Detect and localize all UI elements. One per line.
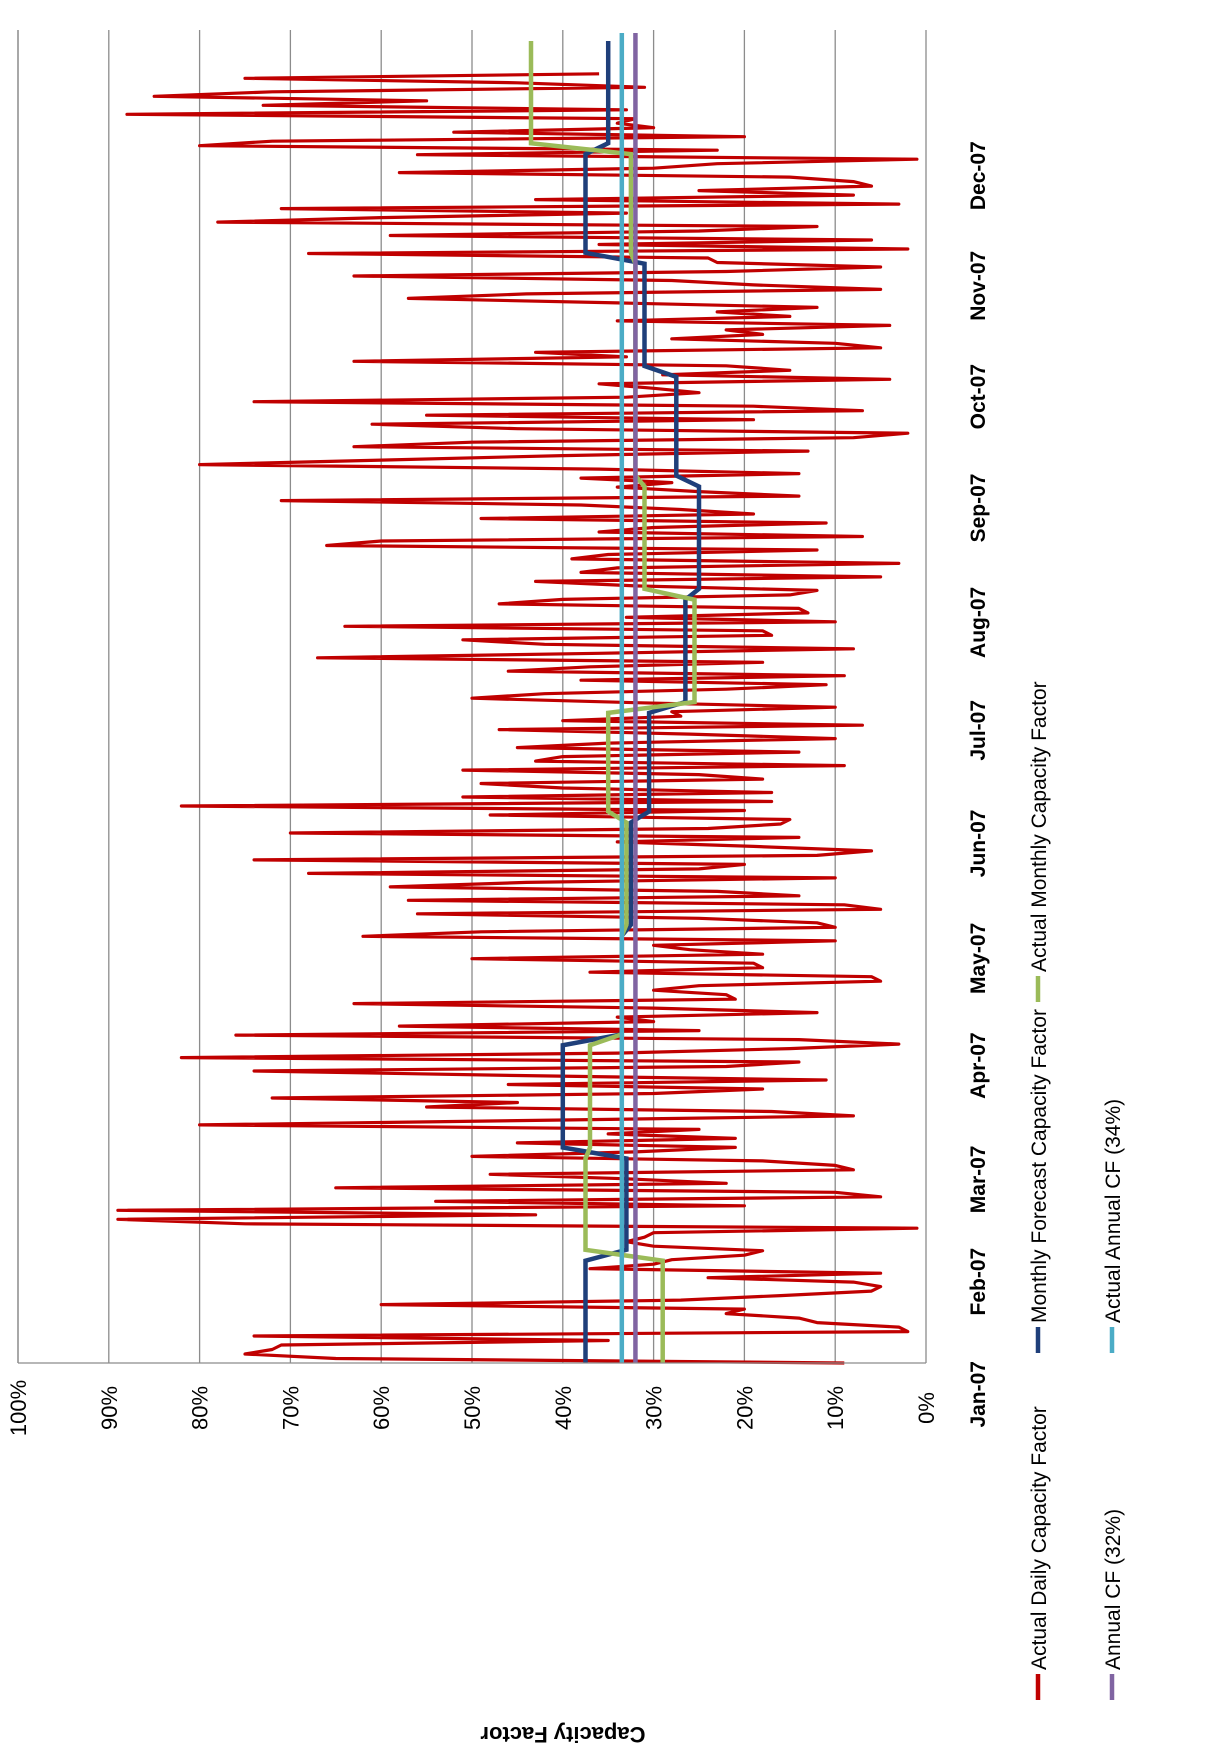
y-tick-label: 80% xyxy=(188,1386,213,1430)
x-tick-label: Aug-07 xyxy=(967,587,990,658)
y-tick-label: 90% xyxy=(97,1386,122,1430)
x-tick-label: Feb-07 xyxy=(967,1248,990,1316)
axes: 0% 10% 20% 30% 40% 50% 60% 70% 80% 90% 100% Jan-07 F… xyxy=(6,30,990,1436)
x-tick-label: Dec-07 xyxy=(967,141,990,210)
y-tick-label: 10% xyxy=(823,1386,848,1430)
x-tick-label: Apr-07 xyxy=(967,1032,990,1099)
legend-label: Actual Monthly Capacity Factor xyxy=(1028,681,1051,972)
legend-label: Actual Daily Capacity Factor xyxy=(1028,1406,1051,1670)
y-tick-label: 60% xyxy=(369,1386,394,1430)
x-tick-label: Nov-07 xyxy=(967,251,990,321)
legend-item: Actual Monthly Capacity Factor xyxy=(1028,681,1051,1002)
y-tick-label: 30% xyxy=(642,1386,667,1430)
x-tick-label: Jul-07 xyxy=(967,700,990,761)
legend-label: Actual Annual CF (34%) xyxy=(1102,1099,1125,1323)
legend-label: Annual CF (32%) xyxy=(1102,1509,1125,1670)
y-tick-label: 20% xyxy=(732,1386,757,1430)
series-line-actual-daily xyxy=(116,72,919,1365)
legend-item: Monthly Forecast Capacity Factor xyxy=(1028,1009,1051,1353)
y-tick-label: 0% xyxy=(914,1392,939,1424)
y-tick-label: 100% xyxy=(6,1380,31,1436)
y-tick-label: 50% xyxy=(460,1386,485,1430)
y-axis-title: Capacity Factor xyxy=(480,1722,645,1743)
legend: Actual Daily Capacity Factor Monthly Fore… xyxy=(1028,681,1125,1700)
series-lines xyxy=(116,33,919,1365)
legend-label: Monthly Forecast Capacity Factor xyxy=(1028,1009,1051,1323)
x-tick-label: Jan-07 xyxy=(967,1361,990,1428)
x-tick-label: Mar-07 xyxy=(967,1146,990,1214)
x-tick-label: Sep-07 xyxy=(967,474,990,543)
x-tick-label: Oct-07 xyxy=(967,364,990,429)
y-tick-label: 70% xyxy=(278,1386,303,1430)
legend-item: Actual Annual CF (34%) xyxy=(1102,1099,1125,1353)
x-tick-label: Jun-07 xyxy=(967,810,990,878)
x-tick-label: May-07 xyxy=(967,923,990,994)
legend-item: Annual CF (32%) xyxy=(1102,1509,1125,1700)
y-tick-label: 40% xyxy=(551,1386,576,1430)
legend-item: Actual Daily Capacity Factor xyxy=(1028,1406,1051,1700)
